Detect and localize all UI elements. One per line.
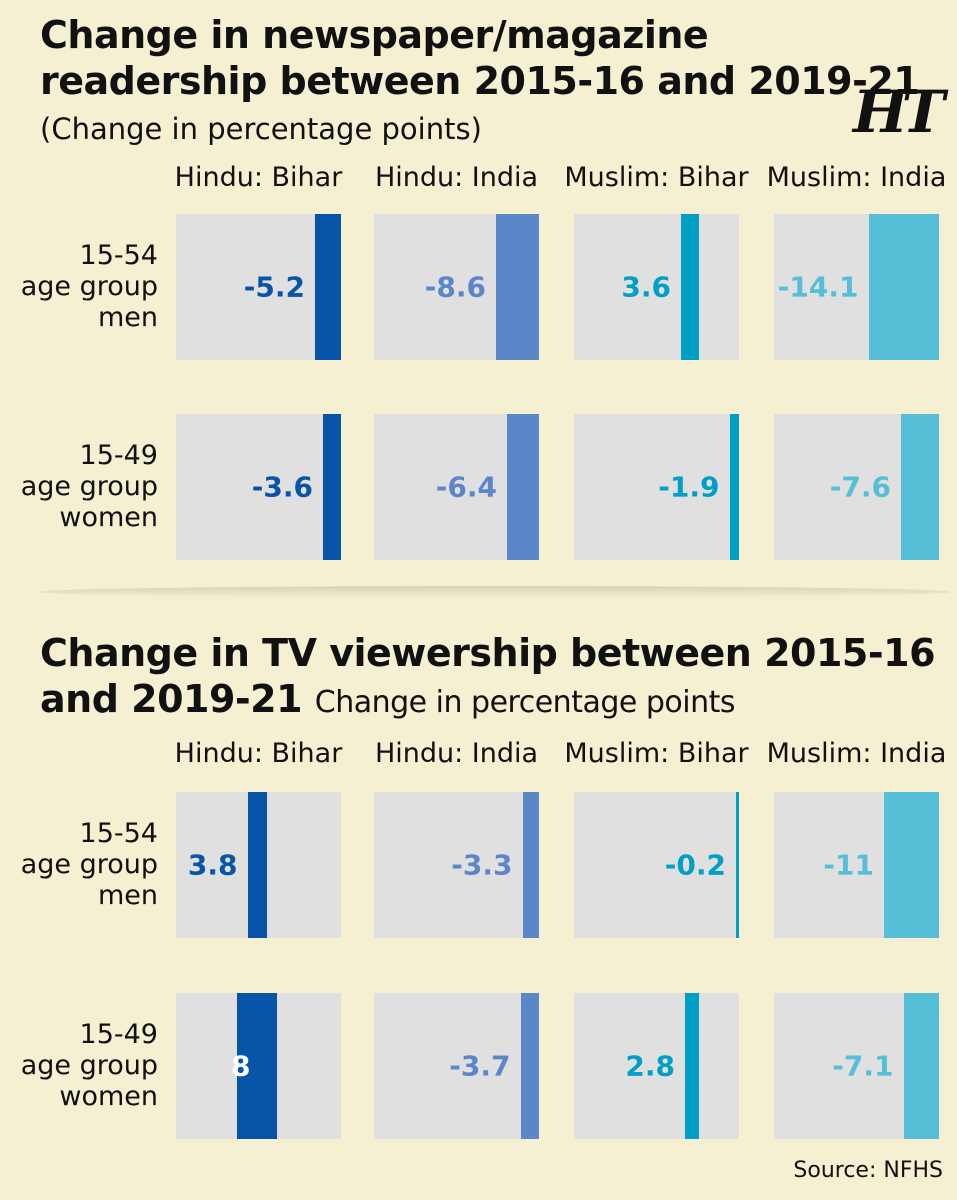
chart-panel: -3.3 — [374, 792, 539, 938]
chart-panel: -8.6 — [374, 214, 539, 360]
value-bar — [520, 993, 539, 1139]
row-label-line: age group — [20, 1050, 158, 1081]
row-label: 15-54 age group men — [10, 240, 158, 333]
value-label: -7.6 — [829, 470, 891, 504]
value-label: 8 — [231, 1049, 251, 1083]
column-header: Muslim: India — [766, 738, 947, 769]
column-header: Hindu: Bihar — [174, 162, 343, 193]
chart-panel: -3.6 — [176, 414, 341, 560]
value-bar — [868, 214, 939, 360]
column-header: Hindu: India — [374, 162, 539, 193]
chart-panel: 8 — [176, 993, 341, 1139]
row-label-line: age group — [20, 471, 158, 502]
chart-panel: -0.2 — [574, 792, 739, 938]
value-label: -6.4 — [435, 470, 497, 504]
row-label-line: women — [59, 502, 158, 533]
value-bar — [903, 993, 939, 1139]
row-label: 15-54 age group men — [10, 818, 158, 911]
value-bar — [901, 414, 939, 560]
value-bar — [729, 414, 739, 560]
chart-subtitle-readership: (Change in percentage points) — [40, 112, 482, 146]
value-bar — [522, 792, 539, 938]
column-header: Hindu: India — [374, 738, 539, 769]
chart-panel: -1.9 — [574, 414, 739, 560]
chart-panel: -14.1 — [774, 214, 939, 360]
value-bar — [685, 993, 699, 1139]
column-header: Muslim: Bihar — [564, 738, 749, 769]
value-label: -0.2 — [664, 848, 726, 882]
value-label: -3.3 — [451, 848, 513, 882]
value-bar — [496, 214, 539, 360]
value-bar — [507, 414, 539, 560]
section-divider — [40, 586, 950, 598]
value-label: -11 — [823, 848, 874, 882]
value-label: -1.9 — [658, 470, 720, 504]
row-label-line: women — [59, 1081, 158, 1112]
chart-panel: -6.4 — [374, 414, 539, 560]
value-bar — [884, 792, 939, 938]
chart-panel: -3.7 — [374, 993, 539, 1139]
row-label-line: age group — [20, 271, 158, 302]
row-label-line: 15-54 — [79, 818, 158, 849]
value-label: -3.6 — [251, 470, 313, 504]
row-label: 15-49 age group women — [10, 1019, 158, 1112]
value-label: -3.7 — [449, 1049, 511, 1083]
row-label-line: age group — [20, 849, 158, 880]
column-header: Muslim: Bihar — [564, 162, 749, 193]
value-bar — [681, 214, 699, 360]
row-label-line: men — [97, 302, 158, 333]
chart-panel: 2.8 — [574, 993, 739, 1139]
row-label-line: men — [97, 880, 158, 911]
chart-panel: 3.6 — [574, 214, 739, 360]
chart-panel: 3.8 — [176, 792, 341, 938]
value-label: 3.8 — [187, 848, 238, 882]
column-header: Hindu: Bihar — [174, 738, 343, 769]
value-label: 3.6 — [621, 270, 671, 304]
value-label: -7.1 — [832, 1049, 894, 1083]
value-bar — [315, 214, 341, 360]
value-label: -5.2 — [243, 270, 305, 304]
value-bar — [247, 792, 267, 938]
ht-logo: HT — [853, 78, 945, 146]
value-bar — [323, 414, 341, 560]
value-label: 2.8 — [625, 1049, 675, 1083]
row-label-line: 15-49 — [79, 1019, 158, 1050]
value-bar — [736, 792, 739, 938]
row-label-line: 15-49 — [79, 440, 158, 471]
source-note: Source: NFHS — [793, 1158, 943, 1183]
row-label-line: 15-54 — [79, 240, 158, 271]
column-header: Muslim: India — [766, 162, 947, 193]
chart-panel: -7.1 — [774, 993, 939, 1139]
chart-title-readership: Change in newspaper/magazine readership … — [40, 13, 920, 103]
value-bar — [237, 993, 277, 1139]
row-label: 15-49 age group women — [10, 440, 158, 533]
chart-panel: -5.2 — [176, 214, 341, 360]
chart-title-tv: Change in TV viewership between 2015-16 … — [40, 630, 940, 726]
chart-subtitle-tv: Change in percentage points — [314, 685, 736, 720]
chart-panel: -7.6 — [774, 414, 939, 560]
value-label: -14.1 — [777, 270, 859, 304]
value-label: -8.6 — [424, 270, 486, 304]
chart-panel: -11 — [774, 792, 939, 938]
chart-title-tv-text: Change in TV viewership between 2015-16 … — [40, 631, 936, 721]
